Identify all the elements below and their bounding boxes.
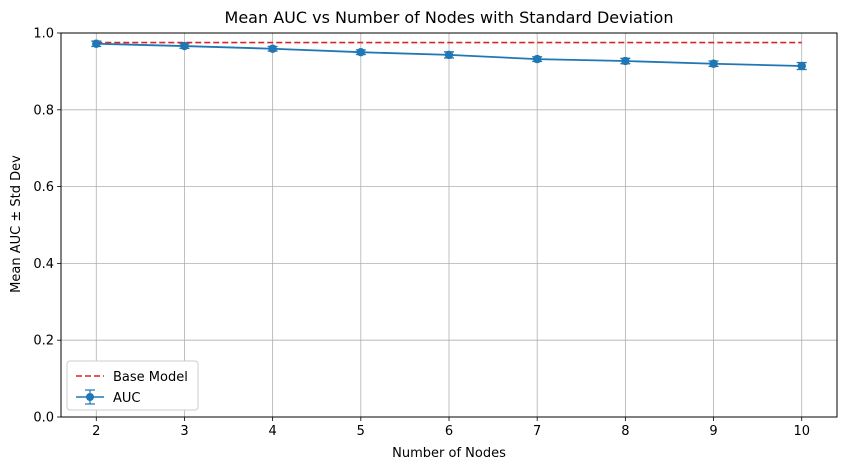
series-layer [91,39,807,71]
y-tick-label: 0.0 [33,411,54,426]
legend-base-model-label: Base Model [113,370,188,385]
auc-point [797,61,806,71]
x-tick-label: 2 [92,424,100,439]
y-tick-label: 0.8 [33,103,54,118]
x-tick-label: 8 [621,424,629,439]
auc-point [356,48,366,57]
x-tick-label: 10 [793,424,810,439]
x-tick-label: 6 [445,424,453,439]
auc-point [444,50,454,60]
y-tick-label: 1.0 [33,27,54,42]
x-tick-label: 3 [180,424,188,439]
x-tick-label: 9 [709,424,717,439]
auc-point [621,56,630,66]
auc-point [180,41,189,51]
x-tick-label: 5 [357,424,365,439]
legend-auc-marker [76,389,104,405]
y-axis-label: Mean AUC ± Std Dev [9,155,24,293]
auc-point [532,54,542,64]
chart-title: Mean AUC vs Number of Nodes with Standar… [225,8,674,27]
y-tick-label: 0.2 [33,334,54,349]
x-axis-label: Number of Nodes [392,446,506,461]
x-tick-label: 4 [268,424,276,439]
x-tick-label: 7 [533,424,541,439]
ticks: 2 3 4 5 6 7 8 9 10 0.0 0.2 0.4 0.6 0.8 1.0 [33,27,810,440]
auc-point [709,59,718,68]
auc-point [268,44,277,53]
y-tick-label: 0.4 [33,257,54,272]
auc-point [92,39,101,48]
legend-auc-label: AUC [113,391,141,406]
legend: Base Model AUC [66,360,199,411]
y-tick-label: 0.6 [33,180,54,195]
